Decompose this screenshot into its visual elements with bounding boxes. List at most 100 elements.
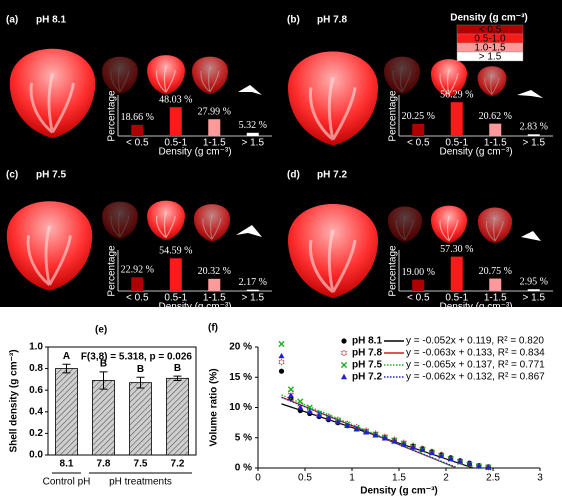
panel-title: pH 7.8 xyxy=(317,15,347,26)
legend-label: pH 7.5 xyxy=(352,360,382,371)
x-tick-label: < 0.5 xyxy=(126,293,149,304)
value-label: 22.92 % xyxy=(121,265,154,276)
x-tick-label: 0.5-1 xyxy=(164,293,187,304)
bar xyxy=(208,278,221,291)
x-tick-label: 0 xyxy=(255,473,261,484)
bar xyxy=(166,377,189,456)
marker xyxy=(457,458,464,464)
legend-label: > 1.5 xyxy=(479,52,502,63)
marker xyxy=(475,462,482,469)
value-label: 54.59 % xyxy=(159,246,192,257)
x-tick-label: 1-1.5 xyxy=(203,138,226,149)
x-tick-label: < 0.5 xyxy=(126,138,149,149)
shell-image xyxy=(517,90,543,98)
y-tick-label: 1.0 xyxy=(29,342,43,353)
y-tick-label: 0.8 xyxy=(29,363,43,374)
panel-title: pH 7.5 xyxy=(36,170,66,181)
x-tick-label: < 0.5 xyxy=(407,293,430,304)
fit-line xyxy=(281,396,460,468)
marker xyxy=(466,460,473,466)
bar xyxy=(55,368,78,456)
significance-letter: A xyxy=(63,351,70,362)
x-tick-label: 8.1 xyxy=(60,459,74,470)
panel-label: (c) xyxy=(6,170,18,181)
marker xyxy=(428,449,435,456)
x-tick-label: 2 xyxy=(443,473,449,484)
marker xyxy=(316,412,323,418)
value-label: 2.95 % xyxy=(520,277,548,288)
panel-label: (d) xyxy=(287,170,300,181)
marker xyxy=(334,418,341,425)
marker xyxy=(485,464,492,470)
x-tick-label: 0.5-1 xyxy=(445,138,468,149)
marker xyxy=(410,444,417,450)
panel-title: pH 7.2 xyxy=(317,170,347,181)
legend-label: pH 8.1 xyxy=(352,336,382,347)
value-label: 48.03 % xyxy=(159,94,192,105)
y-axis-label: Volume ratio (%) xyxy=(209,368,220,446)
value-label: 20.32 % xyxy=(198,266,231,277)
marker xyxy=(306,404,313,411)
x-tick-label: 1-1.5 xyxy=(484,138,507,149)
y-tick-label: 0.4 xyxy=(29,406,43,417)
significance-letter: B xyxy=(174,363,181,374)
marker xyxy=(325,415,332,421)
bar xyxy=(246,132,259,136)
value-label: 20.75 % xyxy=(479,266,512,277)
marker xyxy=(306,408,313,414)
x-tick-label: > 1.5 xyxy=(522,138,545,149)
x-tick-label: 0.5-1 xyxy=(445,293,468,304)
y-tick-label: 10 % xyxy=(229,402,252,413)
panel-label: (b) xyxy=(287,15,300,26)
bar xyxy=(412,279,425,291)
x-tick-label: 1 xyxy=(349,473,355,484)
marker xyxy=(278,352,285,359)
x-axis-label: Density (g cm⁻³) xyxy=(439,147,512,158)
bar xyxy=(527,289,540,291)
legend-equation: y = -0.052x + 0.119, R² = 0.820 xyxy=(406,336,544,347)
legend-label: pH 7.8 xyxy=(352,348,382,359)
bar xyxy=(169,107,182,136)
bar xyxy=(412,123,425,136)
legend-marker xyxy=(340,361,348,369)
x-tick-label: 7.5 xyxy=(134,459,148,470)
value-label: 18.66 % xyxy=(121,112,154,123)
x-axis-label: Density (g cm⁻³) xyxy=(360,486,438,497)
marker xyxy=(344,422,351,428)
x-tick-label: 3 xyxy=(537,473,543,484)
legend-title: Density (g cm⁻³) xyxy=(450,13,528,24)
bar xyxy=(246,289,259,291)
bar xyxy=(92,380,115,456)
significance-letter: B xyxy=(100,358,107,369)
legend-marker xyxy=(341,349,347,357)
value-label: 20.25 % xyxy=(402,111,435,122)
legend-equation: y = -0.065x + 0.137, R² = 0.771 xyxy=(406,360,545,371)
value-label: 2.83 % xyxy=(520,122,548,133)
x-tick-label: < 0.5 xyxy=(407,138,430,149)
marker xyxy=(278,368,285,374)
x-axis-label: Density (g cm⁻³) xyxy=(158,302,231,313)
panel-label: (e) xyxy=(95,325,107,336)
group-label: pH treatments xyxy=(109,477,172,488)
y-axis-label: Percentage xyxy=(107,245,118,297)
legend-label: < 0.5 xyxy=(479,25,502,36)
bar xyxy=(169,258,182,291)
panel-b: (b) pH 7.8 Percentage Density (g cm⁻³) 20.25… xyxy=(286,13,553,158)
y-tick-label: 0.2 xyxy=(29,428,43,439)
y-tick-label: 15 % xyxy=(229,372,252,383)
marker xyxy=(334,416,341,423)
legend-equation: y = -0.063x + 0.133, R² = 0.834 xyxy=(406,348,545,359)
error-bar xyxy=(136,376,145,389)
x-tick-label: 0.5-1 xyxy=(164,138,187,149)
panel-label: (a) xyxy=(6,15,18,26)
x-tick-label: 1-1.5 xyxy=(203,293,226,304)
value-label: 5.32 % xyxy=(239,120,267,131)
value-label: 27.99 % xyxy=(198,107,231,118)
y-tick-label: 0.0 xyxy=(29,450,43,461)
x-tick-label: > 1.5 xyxy=(241,293,264,304)
panel-e: (e) 0.0 0.2 0.4 0.6 0.8 1.0 Shell density (g cm… xyxy=(9,325,197,488)
group-label: Control pH xyxy=(43,477,91,488)
error-bar xyxy=(99,371,108,390)
marker xyxy=(381,435,388,441)
marker xyxy=(353,426,360,432)
